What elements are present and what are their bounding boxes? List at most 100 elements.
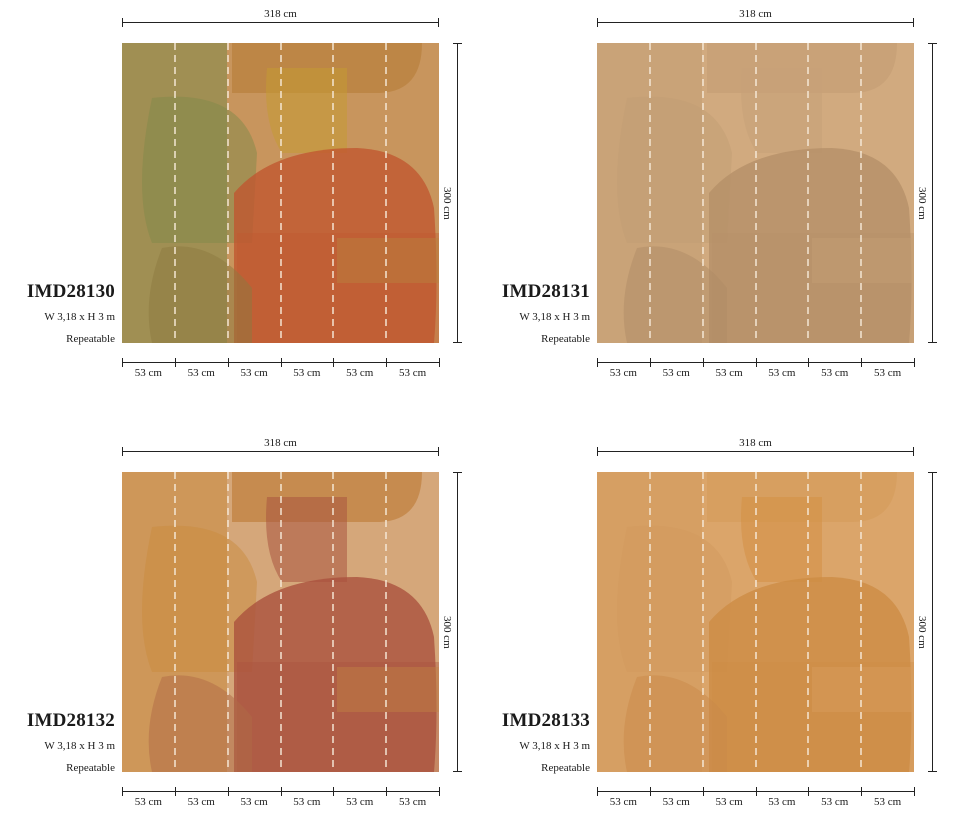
strip-width-label: 53 cm (134, 367, 162, 379)
repeat-label: Repeatable (541, 333, 590, 345)
bottom-left-blob-shape (623, 246, 727, 343)
strip-width-label: 53 cm (398, 367, 427, 379)
strip-tick (175, 358, 176, 367)
product-size: W 3,18 x H 3 m (519, 311, 590, 323)
strip-tick (756, 787, 757, 796)
strip-tick (597, 787, 598, 796)
strip-tick (228, 358, 229, 367)
strip-tick (122, 358, 123, 367)
strip-tick (439, 358, 440, 367)
strip-tick (703, 787, 704, 796)
width-dimension-line (597, 18, 914, 27)
mustard-block-shape (741, 497, 822, 582)
product-size: W 3,18 x H 3 m (44, 740, 115, 752)
mural-preview (122, 472, 439, 772)
strip-width-label: 53 cm (134, 796, 162, 808)
wallpaper-panel: 318 cm 300 cm IMD28131 W 3,18 x H 3 m Re… (475, 0, 953, 409)
width-dimension-line (597, 447, 914, 456)
strip-tick (650, 787, 651, 796)
height-dimension-line (928, 43, 937, 343)
right-band-shape (337, 667, 439, 712)
strip-width-label: 53 cm (187, 367, 215, 379)
strip-tick (808, 358, 809, 367)
strip-width-label: 53 cm (715, 796, 743, 808)
mustard-block-shape (266, 497, 347, 582)
strip-width-label: 53 cm (240, 367, 268, 379)
mural-artwork (122, 43, 439, 343)
large-arch-shape (234, 148, 437, 343)
width-dimension-line (122, 18, 439, 27)
strip-width-label: 53 cm (873, 796, 902, 808)
mural-artwork (597, 472, 914, 772)
mustard-block-shape (266, 68, 347, 153)
height-dimension-label: 300 cm (916, 616, 928, 649)
product-code: IMD28133 (501, 710, 590, 731)
strip-width-label: 53 cm (398, 796, 427, 808)
mural-preview (122, 43, 439, 343)
strip-width-label: 53 cm (240, 796, 268, 808)
large-arch-shape (234, 577, 437, 772)
strip-tick (756, 358, 757, 367)
product-code: IMD28130 (26, 281, 115, 302)
strip-width-label: 53 cm (768, 367, 796, 379)
product-size: W 3,18 x H 3 m (519, 740, 590, 752)
mustard-block-shape (741, 68, 822, 153)
strip-dimension-line (122, 362, 439, 363)
repeat-label: Repeatable (66, 333, 115, 345)
strip-width-label: 53 cm (346, 367, 374, 379)
strip-tick (914, 358, 915, 367)
strip-tick (281, 358, 282, 367)
strip-tick (861, 358, 862, 367)
strip-tick (650, 358, 651, 367)
large-arch-shape (709, 148, 912, 343)
mural-artwork (597, 43, 914, 343)
strip-width-label: 53 cm (187, 796, 215, 808)
width-dimension-label: 318 cm (264, 8, 297, 20)
strip-tick (122, 787, 123, 796)
strip-tick (808, 787, 809, 796)
width-dimension-label: 318 cm (739, 437, 772, 449)
strip-dimension-line (597, 362, 914, 363)
strip-width-label: 53 cm (609, 796, 637, 808)
product-code: IMD28132 (26, 710, 115, 731)
bottom-left-blob-shape (623, 675, 727, 772)
width-dimension-label: 318 cm (264, 437, 297, 449)
strip-tick (439, 787, 440, 796)
strip-width-label: 53 cm (821, 367, 849, 379)
large-arch-shape (709, 577, 912, 772)
width-dimension-line (122, 447, 439, 456)
strip-tick (175, 787, 176, 796)
strip-width-label: 53 cm (768, 796, 796, 808)
repeat-label: Repeatable (541, 762, 590, 774)
strip-tick (703, 358, 704, 367)
strip-width-label: 53 cm (293, 796, 321, 808)
right-band-shape (812, 238, 914, 283)
strip-tick (333, 358, 334, 367)
wallpaper-panel: 318 cm 300 cm IMD28133 W 3,18 x H 3 m Re… (475, 429, 953, 838)
strip-tick (914, 787, 915, 796)
strip-tick (597, 358, 598, 367)
strip-tick (861, 787, 862, 796)
height-dimension-line (928, 472, 937, 772)
bottom-left-blob-shape (148, 675, 252, 772)
strip-tick (386, 787, 387, 796)
wallpaper-panel: 318 cm 300 cm IMD28130 W 3,18 x H 3 m Re… (0, 0, 478, 409)
width-dimension-label: 318 cm (739, 8, 772, 20)
right-band-shape (337, 238, 439, 283)
strip-width-label: 53 cm (662, 367, 690, 379)
mural-preview (597, 43, 914, 343)
strip-width-label: 53 cm (293, 367, 321, 379)
strip-dimension-line (122, 791, 439, 792)
product-code: IMD28131 (501, 281, 590, 302)
strip-width-label: 53 cm (662, 796, 690, 808)
strip-tick (333, 787, 334, 796)
strip-width-label: 53 cm (821, 796, 849, 808)
height-dimension-line (453, 472, 462, 772)
height-dimension-label: 300 cm (916, 187, 928, 220)
strip-width-label: 53 cm (346, 796, 374, 808)
product-size: W 3,18 x H 3 m (44, 311, 115, 323)
height-dimension-line (453, 43, 462, 343)
mural-artwork (122, 472, 439, 772)
bottom-left-blob-shape (148, 246, 252, 343)
height-dimension-label: 300 cm (441, 616, 453, 649)
